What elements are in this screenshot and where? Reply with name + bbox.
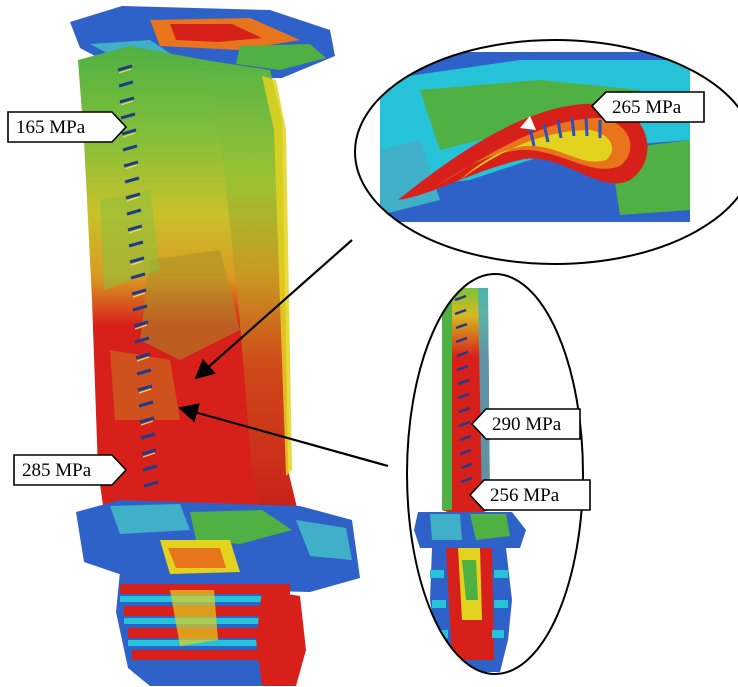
label-root-zoom-lower: 256 MPa xyxy=(470,480,590,510)
label-blade-top: 165 MPa xyxy=(8,112,126,142)
label-text: 256 MPa xyxy=(490,485,560,506)
label-blade-root: 285 MPa xyxy=(14,455,126,485)
label-text: 265 MPa xyxy=(612,97,682,118)
root-hot-zone xyxy=(256,590,306,686)
label-text: 165 MPa xyxy=(16,117,86,138)
label-section-zoom: 265 MPa xyxy=(592,92,704,122)
section-zoom-callout xyxy=(355,40,738,264)
main-blade-model xyxy=(70,6,360,686)
label-text: 285 MPa xyxy=(22,460,92,481)
label-text: 290 MPa xyxy=(492,414,562,435)
root-zoom-callout xyxy=(407,274,583,674)
label-root-zoom-upper: 290 MPa xyxy=(472,409,580,439)
